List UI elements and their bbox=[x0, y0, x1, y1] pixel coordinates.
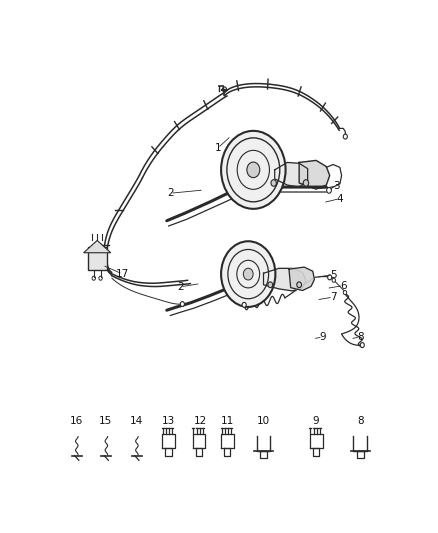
Text: 16: 16 bbox=[70, 416, 84, 426]
Polygon shape bbox=[299, 160, 330, 189]
Text: 14: 14 bbox=[130, 416, 143, 426]
Bar bbox=[88, 247, 107, 270]
Circle shape bbox=[327, 188, 332, 193]
Polygon shape bbox=[264, 268, 306, 291]
Text: 8: 8 bbox=[357, 332, 364, 342]
Text: 3: 3 bbox=[333, 181, 340, 191]
Text: 1: 1 bbox=[214, 143, 221, 153]
Circle shape bbox=[332, 278, 336, 282]
Circle shape bbox=[328, 275, 332, 280]
Circle shape bbox=[268, 282, 273, 288]
Circle shape bbox=[180, 302, 184, 306]
Polygon shape bbox=[289, 267, 314, 290]
Circle shape bbox=[221, 131, 286, 209]
Text: 15: 15 bbox=[99, 416, 112, 426]
Text: 6: 6 bbox=[340, 280, 346, 290]
Circle shape bbox=[297, 282, 301, 288]
Circle shape bbox=[271, 180, 276, 186]
Text: 12: 12 bbox=[194, 416, 207, 426]
Text: 13: 13 bbox=[162, 416, 175, 426]
Text: 8: 8 bbox=[357, 416, 364, 426]
Text: 2: 2 bbox=[177, 282, 184, 292]
Circle shape bbox=[221, 241, 276, 307]
Text: 9: 9 bbox=[313, 416, 319, 426]
Circle shape bbox=[244, 268, 253, 280]
Text: 10: 10 bbox=[257, 416, 270, 426]
Circle shape bbox=[223, 87, 226, 92]
Circle shape bbox=[343, 290, 346, 295]
Text: 4: 4 bbox=[336, 193, 343, 204]
Text: 7: 7 bbox=[330, 292, 336, 302]
Circle shape bbox=[92, 276, 95, 280]
Circle shape bbox=[343, 134, 347, 139]
Text: 2: 2 bbox=[167, 188, 173, 198]
Circle shape bbox=[99, 276, 102, 280]
Text: 9: 9 bbox=[320, 332, 326, 342]
Text: 17: 17 bbox=[116, 269, 129, 279]
Polygon shape bbox=[84, 240, 111, 253]
Circle shape bbox=[242, 302, 246, 308]
Text: 11: 11 bbox=[221, 416, 234, 426]
Polygon shape bbox=[275, 163, 307, 187]
Text: 5: 5 bbox=[330, 270, 336, 279]
Circle shape bbox=[303, 180, 309, 186]
Circle shape bbox=[360, 343, 364, 348]
Circle shape bbox=[247, 162, 260, 177]
